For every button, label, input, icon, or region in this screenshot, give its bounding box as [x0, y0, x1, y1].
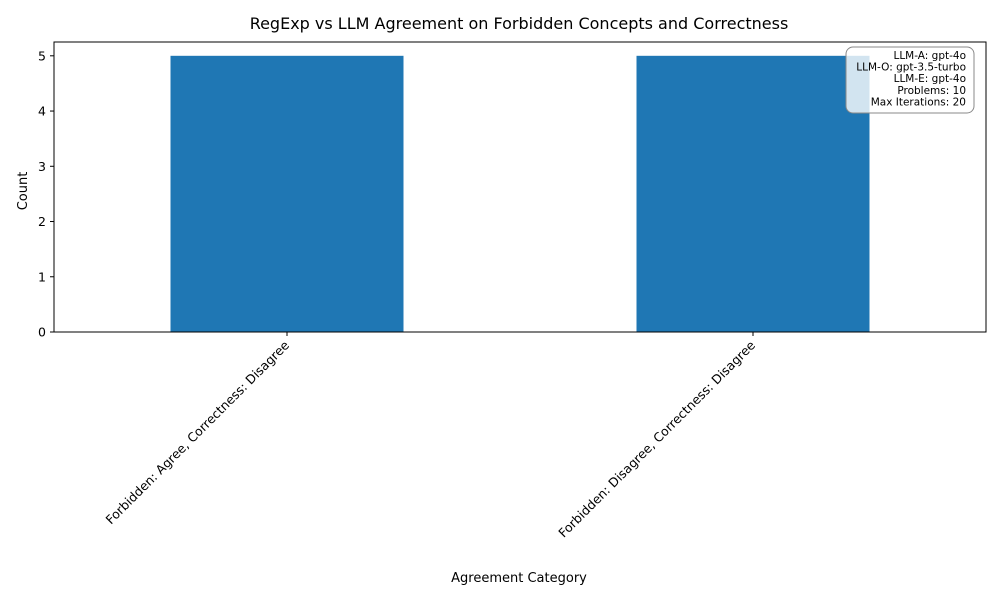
info-box-line: Problems: 10	[897, 85, 966, 97]
info-box-line: Max Iterations: 20	[871, 96, 966, 108]
y-tick-label: 3	[38, 159, 46, 174]
y-tick-label: 1	[38, 269, 46, 284]
y-tick-label: 0	[38, 325, 46, 340]
bar	[170, 55, 404, 333]
info-box	[845, 46, 975, 114]
chart-title: RegExp vs LLM Agreement on Forbidden Con…	[250, 14, 789, 33]
info-box-line: LLM-A: gpt-4o	[893, 50, 966, 62]
y-axis-label: Count	[16, 172, 31, 211]
y-tick-label: 2	[38, 214, 46, 229]
info-box-line: LLM-O: gpt-3.5-turbo	[856, 62, 966, 74]
info-box-line: LLM-E: gpt-4o	[894, 73, 966, 85]
x-axis-label: Agreement Category	[451, 571, 587, 586]
bar	[636, 55, 870, 333]
y-tick-label: 4	[38, 104, 46, 119]
y-tick-label: 5	[38, 48, 46, 63]
plot-frame	[53, 41, 987, 333]
